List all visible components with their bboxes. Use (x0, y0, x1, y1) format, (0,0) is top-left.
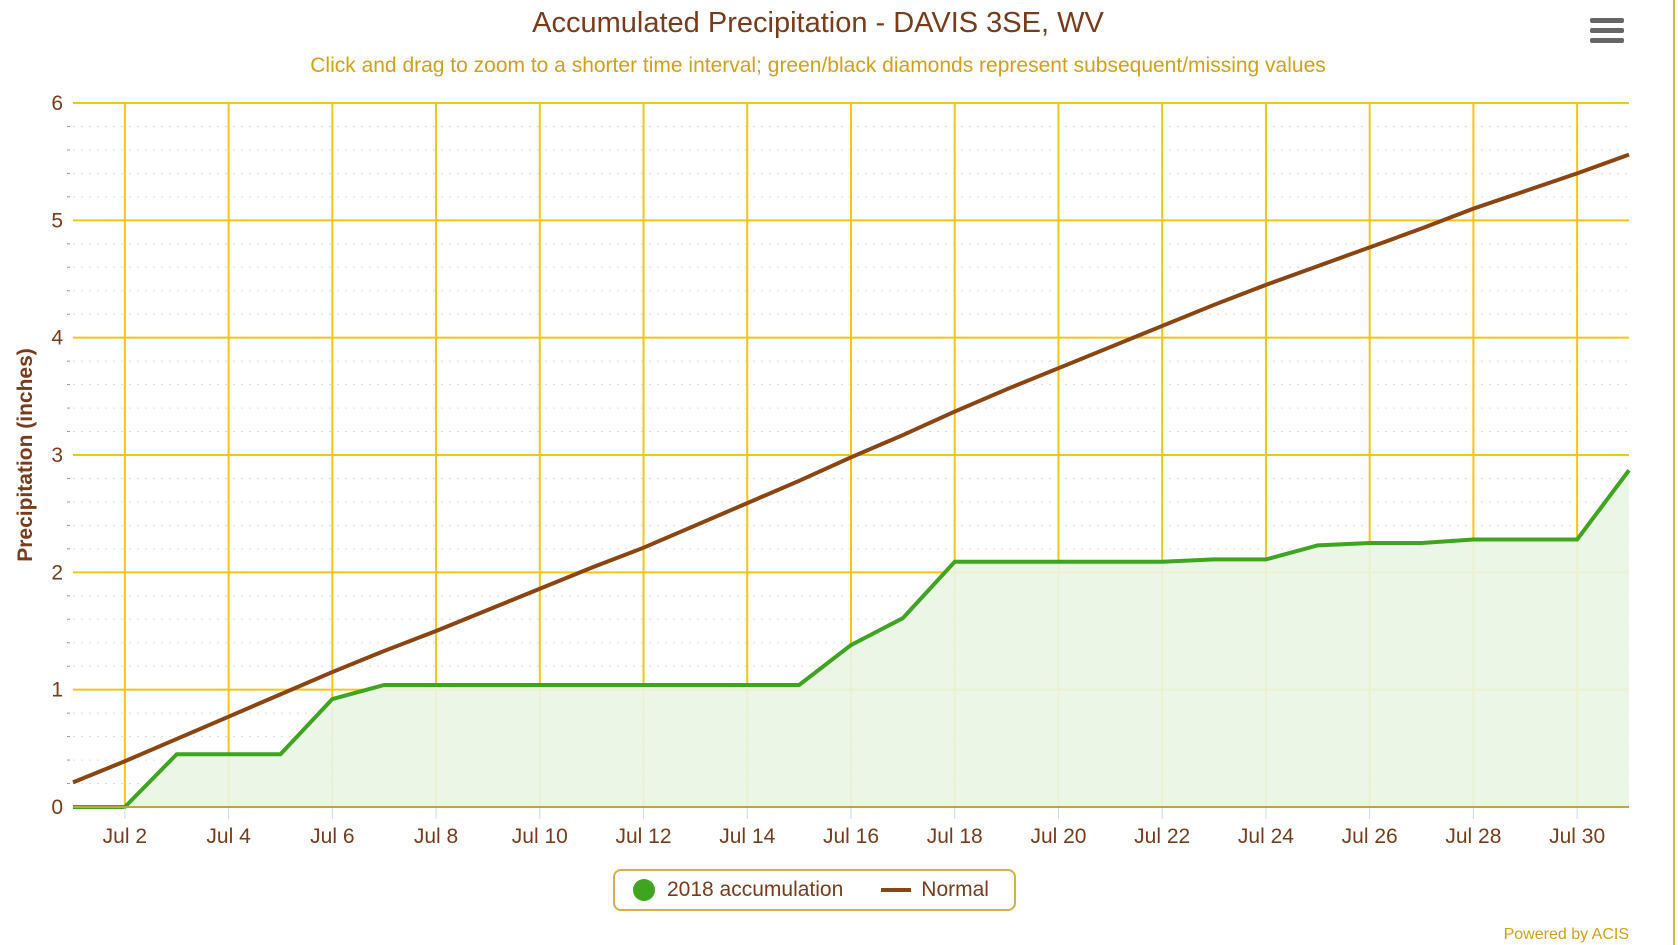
green-dot-icon (633, 879, 655, 901)
accumulation-point (586, 679, 598, 691)
x-tick-label: Jul 12 (616, 825, 672, 848)
normal-point (119, 755, 131, 767)
normal-point (1571, 167, 1583, 179)
normal-point (67, 776, 79, 788)
x-tick-label: Jul 22 (1134, 825, 1190, 848)
normal-point (949, 406, 961, 418)
accumulation-point (1104, 556, 1116, 568)
normal-point (1364, 241, 1376, 253)
normal-point (1467, 203, 1479, 215)
normal-point (845, 451, 857, 463)
x-tick-label: Jul 20 (1030, 825, 1086, 848)
normal-point (741, 497, 753, 509)
accumulation-point (1571, 533, 1583, 545)
normal-point (274, 688, 286, 700)
normal-point (378, 645, 390, 657)
normal-point (1519, 185, 1531, 197)
y-axis-label: Precipitation (inches) (14, 348, 37, 562)
accumulation-point (689, 679, 701, 691)
accumulation-point (274, 748, 286, 760)
normal-point (897, 429, 909, 441)
accumulation-point (1623, 464, 1635, 476)
accumulation-point (223, 748, 235, 760)
x-tick-label: Jul 6 (310, 825, 354, 848)
y-tick-label: 5 (51, 209, 63, 232)
accumulation-point (1156, 556, 1168, 568)
accumulation-point (1519, 533, 1531, 545)
x-tick-label: Jul 14 (719, 825, 775, 848)
x-tick-label: Jul 28 (1445, 825, 1501, 848)
accumulation-point (897, 612, 909, 624)
accumulation-point (1312, 539, 1324, 551)
hamburger-menu-icon[interactable] (1590, 18, 1624, 44)
normal-point (638, 542, 650, 554)
y-tick-label: 2 (51, 561, 63, 584)
y-tick-label: 0 (51, 796, 63, 819)
accumulation-point (741, 679, 753, 691)
normal-point (1104, 341, 1116, 353)
legend-item-normal[interactable]: Normal (843, 878, 989, 902)
accumulation-point (845, 639, 857, 651)
accumulation-point (1208, 553, 1220, 565)
right-border (1673, 0, 1675, 945)
normal-point (1001, 383, 1013, 395)
x-tick-label: Jul 24 (1238, 825, 1294, 848)
legend: 2018 accumulation Normal (613, 869, 1016, 911)
accumulation-point (326, 693, 338, 705)
powered-by-link[interactable]: Powered by ACIS (1503, 926, 1629, 943)
accumulation-point (378, 679, 390, 691)
legend-label: Normal (921, 878, 989, 901)
x-tick-label: Jul 18 (927, 825, 983, 848)
legend-label: 2018 accumulation (667, 878, 844, 901)
accumulation-point (482, 679, 494, 691)
normal-line (72, 152, 1630, 785)
normal-point (1623, 149, 1635, 161)
normal-point (430, 625, 442, 637)
normal-point (171, 733, 183, 745)
accumulation-point (430, 679, 442, 691)
normal-point (223, 711, 235, 723)
accumulation-point (638, 679, 650, 691)
accumulation-point (1467, 533, 1479, 545)
normal-point (1312, 260, 1324, 272)
y-tick-label: 6 (51, 92, 63, 115)
brown-line-icon (881, 888, 912, 892)
accumulation-point (534, 679, 546, 691)
x-tick-label: Jul 2 (103, 825, 147, 848)
normal-point (586, 562, 598, 574)
accumulation-point (1364, 537, 1376, 549)
x-tick-label: Jul 10 (512, 825, 568, 848)
normal-point (482, 604, 494, 616)
x-tick-label: Jul 26 (1342, 825, 1398, 848)
chart-subtitle: Click and drag to zoom to a shorter time… (310, 54, 1326, 77)
accumulation-point (1052, 556, 1064, 568)
accumulation-line (73, 469, 1631, 809)
normal-point (534, 583, 546, 595)
chart-title: Accumulated Precipitation - DAVIS 3SE, W… (532, 7, 1104, 39)
normal-point (793, 475, 805, 487)
normal-point (1156, 320, 1168, 332)
accumulation-point (1001, 556, 1013, 568)
accumulation-point (171, 748, 183, 760)
accumulation-point (1260, 553, 1272, 565)
normal-point (1416, 223, 1428, 235)
accumulation-area (73, 470, 1629, 807)
x-tick-label: Jul 30 (1549, 825, 1605, 848)
normal-point (1208, 299, 1220, 311)
legend-item-accumulation[interactable]: 2018 accumulation (615, 878, 843, 902)
accumulation-point (1416, 537, 1428, 549)
normal-point (1052, 362, 1064, 374)
x-tick-label: Jul 8 (414, 825, 458, 848)
y-tick-label: 1 (51, 679, 63, 702)
y-tick-label: 4 (51, 327, 63, 350)
y-tick-label: 3 (51, 444, 63, 467)
normal-point (326, 666, 338, 678)
accumulation-point (949, 556, 961, 568)
normal-point (1260, 279, 1272, 291)
x-tick-label: Jul 4 (206, 825, 251, 848)
normal-point (689, 519, 701, 531)
x-tick-label: Jul 16 (823, 825, 879, 848)
accumulation-point (793, 679, 805, 691)
